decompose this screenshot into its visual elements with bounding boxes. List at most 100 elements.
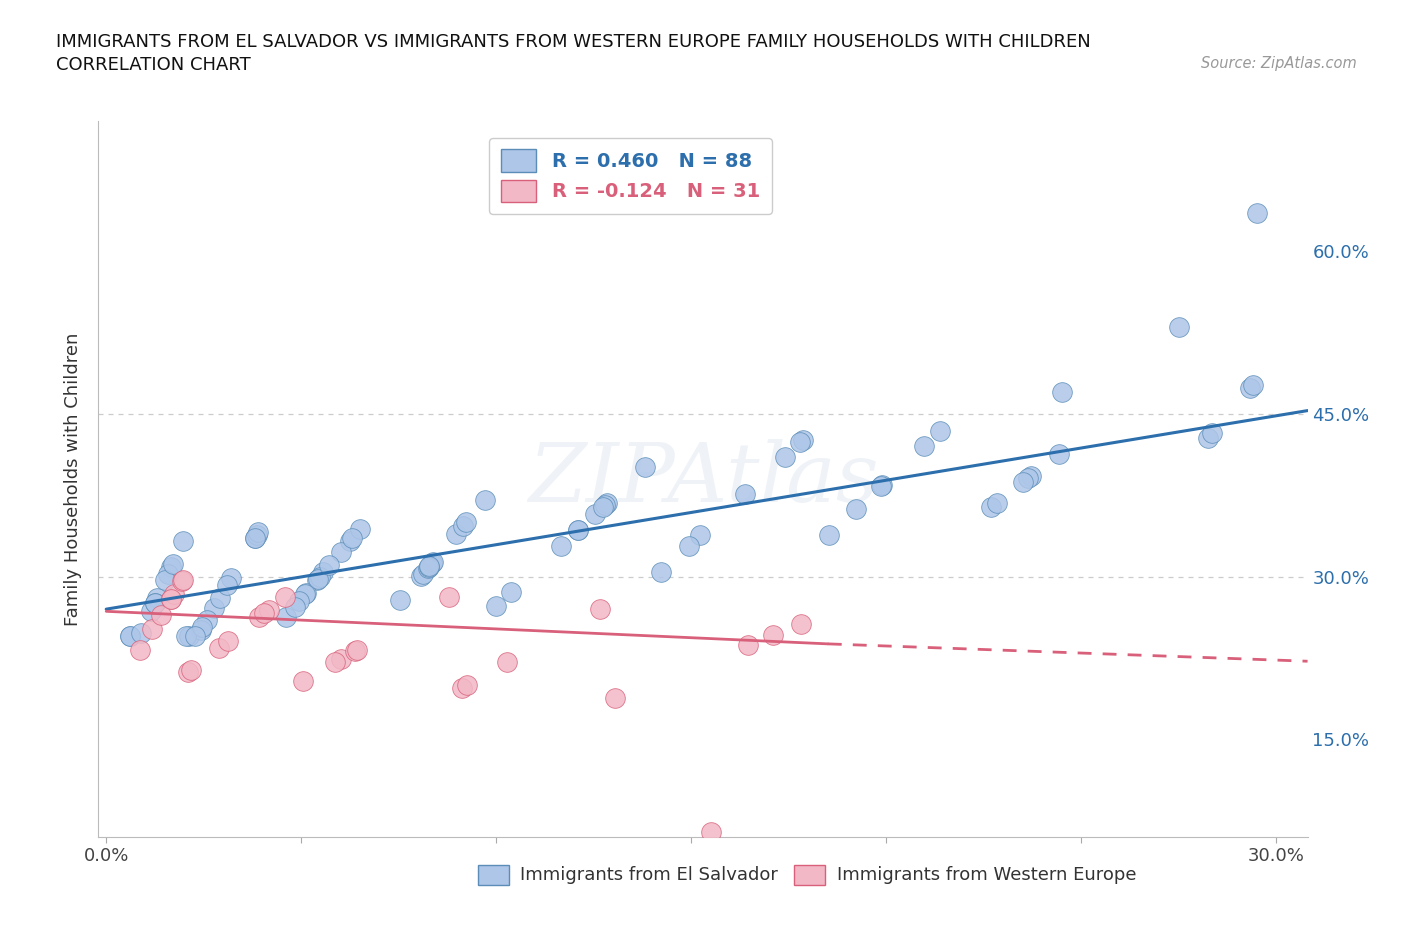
Point: [454, 515, 477, 530]
Point: [986, 495, 1008, 510]
Point: [418, 559, 440, 574]
Point: [869, 479, 891, 494]
Point: [283, 599, 305, 614]
Point: [340, 531, 363, 546]
Point: [734, 486, 756, 501]
Point: [845, 501, 868, 516]
Point: [422, 554, 444, 569]
Point: [208, 641, 231, 656]
Point: [1241, 378, 1264, 392]
Point: [141, 622, 163, 637]
Point: [128, 643, 150, 658]
Point: [162, 556, 184, 571]
Point: [146, 591, 169, 605]
Point: [160, 560, 183, 575]
Point: [1239, 380, 1261, 395]
Point: [346, 643, 368, 658]
Point: [1012, 474, 1035, 489]
Point: [202, 600, 225, 615]
Point: [583, 506, 606, 521]
Point: [496, 655, 519, 670]
Text: ZIPAtlas: ZIPAtlas: [527, 439, 879, 519]
Point: [418, 559, 440, 574]
Point: [1167, 320, 1189, 335]
Point: [439, 590, 461, 604]
Point: [634, 459, 657, 474]
Point: [160, 591, 183, 606]
Point: [307, 571, 329, 586]
Point: [567, 523, 589, 538]
Point: [141, 604, 163, 618]
Point: [312, 565, 335, 579]
Point: [412, 566, 434, 581]
Point: [295, 586, 318, 601]
Point: [344, 644, 367, 658]
Point: [689, 527, 711, 542]
Y-axis label: Family Households with Children: Family Households with Children: [65, 332, 83, 626]
Point: [179, 629, 201, 644]
Text: Immigrants from Western Europe: Immigrants from Western Europe: [837, 866, 1136, 884]
Text: Source: ZipAtlas.com: Source: ZipAtlas.com: [1201, 56, 1357, 71]
Point: [474, 492, 496, 507]
Point: [208, 591, 231, 605]
Point: [174, 629, 197, 644]
Point: [592, 499, 614, 514]
Legend: R = 0.460   N = 88, R = -0.124   N = 31: R = 0.460 N = 88, R = -0.124 N = 31: [489, 138, 772, 214]
Point: [550, 538, 572, 553]
Point: [276, 609, 298, 624]
Point: [605, 691, 627, 706]
Point: [131, 626, 153, 641]
Point: [456, 677, 478, 692]
Text: IMMIGRANTS FROM EL SALVADOR VS IMMIGRANTS FROM WESTERN EUROPE FAMILY HOUSEHOLDS : IMMIGRANTS FROM EL SALVADOR VS IMMIGRANT…: [56, 33, 1091, 50]
Point: [650, 565, 672, 579]
Point: [589, 602, 612, 617]
Point: [150, 607, 173, 622]
Point: [409, 569, 432, 584]
Point: [257, 602, 280, 617]
Point: [191, 620, 214, 635]
Point: [789, 435, 811, 450]
Point: [339, 533, 361, 548]
Point: [215, 578, 238, 592]
Point: [172, 574, 194, 589]
Point: [790, 617, 813, 631]
Point: [596, 496, 619, 511]
Point: [444, 526, 467, 541]
Point: [172, 573, 194, 588]
Point: [912, 439, 935, 454]
Point: [183, 629, 205, 644]
Point: [155, 573, 177, 588]
Point: [219, 571, 242, 586]
Point: [318, 558, 340, 573]
Point: [288, 594, 311, 609]
Point: [243, 530, 266, 545]
Point: [928, 424, 950, 439]
Point: [157, 567, 180, 582]
Point: [485, 598, 508, 613]
Point: [330, 652, 353, 667]
Point: [305, 573, 328, 588]
Point: [329, 545, 352, 560]
Point: [323, 655, 346, 670]
Point: [160, 591, 183, 606]
Point: [700, 824, 723, 839]
Point: [980, 499, 1002, 514]
Point: [792, 432, 814, 447]
Point: [163, 587, 186, 602]
Point: [246, 527, 269, 542]
Point: [195, 612, 218, 627]
Text: CORRELATION CHART: CORRELATION CHART: [56, 56, 252, 73]
Point: [416, 561, 439, 576]
Point: [870, 478, 893, 493]
Point: [217, 634, 239, 649]
Point: [180, 662, 202, 677]
Point: [291, 673, 314, 688]
Point: [1047, 446, 1070, 461]
Point: [349, 521, 371, 536]
Point: [593, 498, 616, 512]
Point: [499, 585, 522, 600]
Point: [294, 587, 316, 602]
Point: [737, 638, 759, 653]
Point: [1197, 431, 1219, 445]
Point: [678, 538, 700, 553]
